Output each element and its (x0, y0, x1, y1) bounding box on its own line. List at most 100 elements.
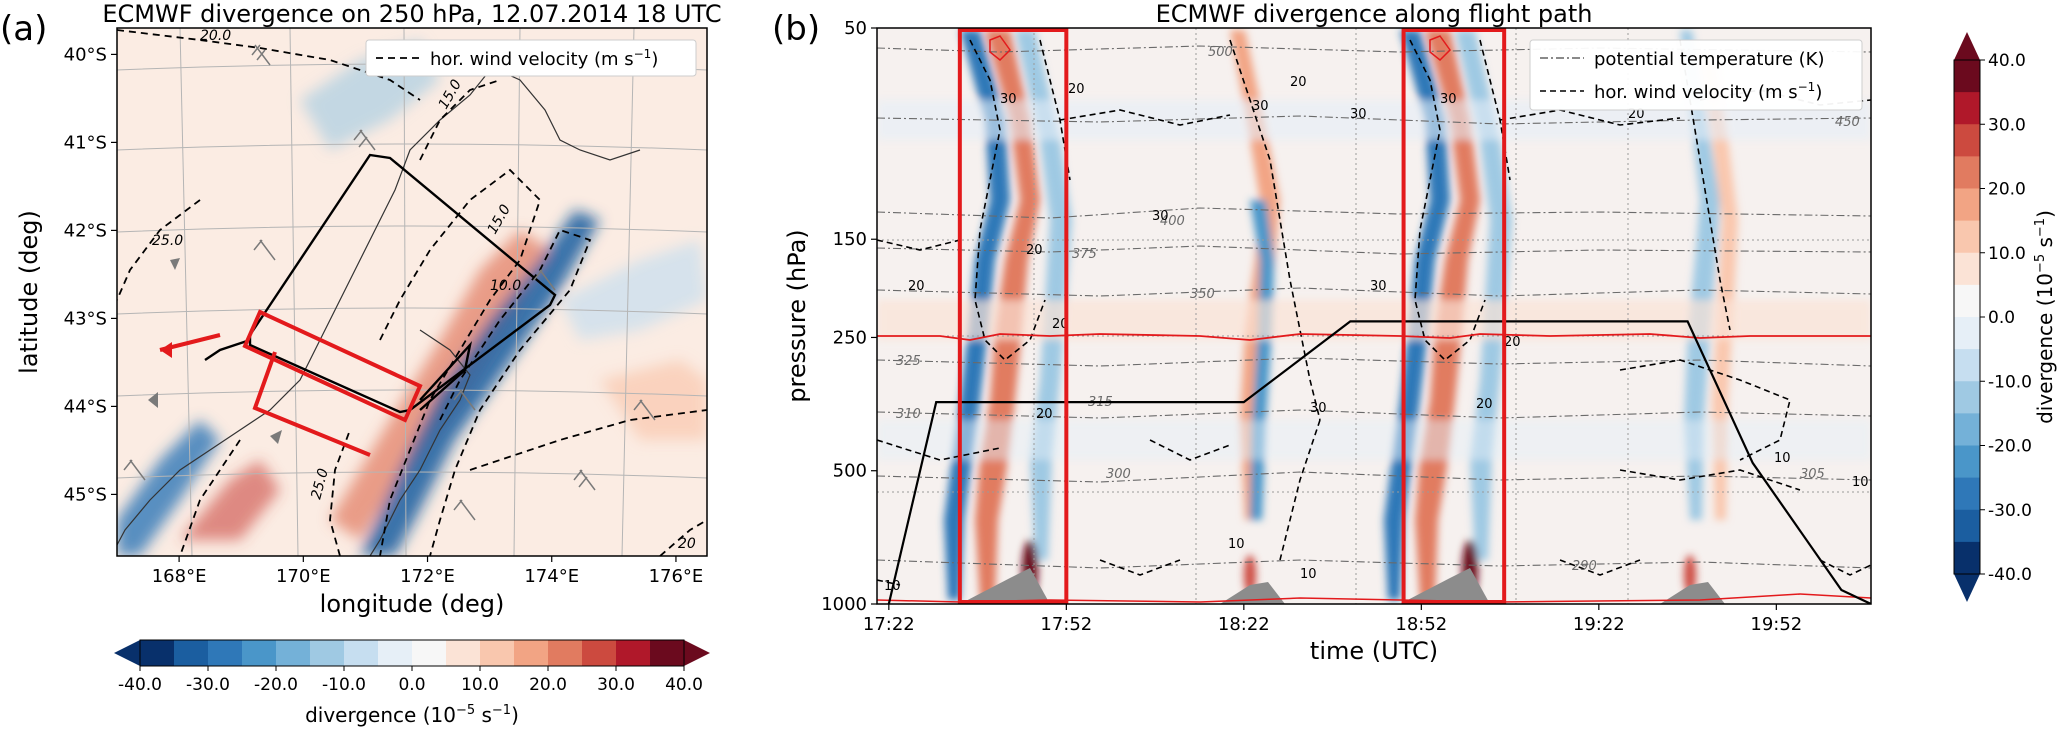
map-x-tick-label: 176°E (649, 566, 704, 587)
vcbar-tick-label: 30.0 (1988, 115, 2026, 135)
hcbar-tick-label: 30.0 (597, 675, 635, 695)
section-legend-label-theta: potential temperature (K) (1594, 49, 1825, 70)
highlight-window-box (957, 28, 1069, 604)
vcbar-segment (1954, 477, 1980, 511)
wind-barbs-map (123, 44, 656, 521)
wind-label: 20 (1068, 82, 1085, 97)
wind-label: 30 (1370, 279, 1387, 294)
vcbar-segment (1954, 220, 1980, 254)
hcbar-segment (276, 640, 311, 666)
red-contour-top-2 (1429, 35, 1451, 62)
vcbar-extend-low (1954, 574, 1980, 602)
vcbar-tick-label: -30.0 (1988, 501, 2032, 521)
section-y-tick-label: 50 (844, 18, 867, 39)
section-y-axis-label: pressure (hPa) (783, 229, 811, 402)
vcbar-segments (1953, 32, 1981, 602)
vcbar-extend-high (1954, 32, 1980, 60)
vcbar-tick-label: 20.0 (1988, 180, 2026, 200)
section-legend-label-wind: hor. wind velocity (m s−1) (1594, 80, 1822, 103)
wind-label: 30 (1440, 92, 1457, 107)
section-legend: potential temperature (K) hor. wind velo… (1529, 39, 1863, 111)
hcbar-segment (378, 640, 413, 666)
vcbar-tick-label: 10.0 (1988, 244, 2026, 264)
wind-label: 10 (1774, 451, 1791, 466)
flight-profile-line (887, 320, 1871, 604)
map-y-tick-label: 42°S (64, 220, 107, 241)
track-arrow (160, 342, 172, 358)
map-legend-label: hor. wind velocity (m s−1) (430, 47, 658, 70)
theta-label: 350 (1190, 287, 1215, 302)
hcbar-tick-label: -40.0 (118, 675, 162, 695)
hcbar-segment (140, 640, 175, 666)
section-legend-box (1529, 39, 1863, 111)
div-blob-light-blue-east (560, 240, 707, 340)
vcbar-segment (1954, 156, 1980, 189)
map-contour-label: 25.0 (308, 467, 332, 501)
div-blob-negative-west (117, 420, 220, 556)
wind-barb-flag-1 (170, 258, 180, 270)
vcbar-tick-label: 0.0 (1988, 308, 2015, 328)
colorbar-vertical: 40.030.020.010.00.0-10.0-20.0-30.0-40.0 … (1953, 32, 2057, 602)
map-x-tick-label: 172°E (400, 566, 455, 587)
vcbar-segment (1954, 188, 1980, 222)
section-plot-area: 500 450 400 375 350 325 315 310 305 300 … (877, 28, 1871, 604)
section-y-tick-label: 500 (833, 461, 867, 482)
section-x-ticks: 17:22 17:52 18:22 18:52 19:22 19:52 (863, 604, 1802, 635)
map-x-tick-label: 168°E (152, 566, 207, 587)
vcbar-segment (1954, 60, 1980, 93)
theta-label: 400 (1160, 214, 1185, 229)
hcbar-tick-label: -30.0 (186, 675, 230, 695)
hcbar-tick-label: 0.0 (398, 675, 425, 695)
hcbar-tick-label: -20.0 (254, 675, 298, 695)
map-graticule (117, 28, 707, 556)
div-blob-light-red-east (600, 360, 707, 440)
vcbar-label: divergence (10−5 s−1) (2033, 210, 2057, 424)
hcbar-segment (616, 640, 651, 666)
theta-label: 450 (1835, 115, 1860, 130)
vcbar-tick-label: -40.0 (1988, 565, 2032, 585)
map-x-ticks: 168°E 170°E 172°E 174°E 176°E (152, 556, 704, 587)
map-x-tick-label: 174°E (524, 566, 579, 587)
wind-label: 30 (1310, 401, 1327, 416)
hcbar-tick-label: 10.0 (461, 675, 499, 695)
map-legend: hor. wind velocity (m s−1) (365, 39, 697, 77)
map-y-ticks: 40°S 41°S 42°S 43°S 44°S 45°S (64, 44, 117, 505)
section-x-tick-label: 19:22 (1573, 614, 1625, 635)
map-y-axis-label: latitude (deg) (15, 210, 43, 374)
wind-label: 20 (1476, 397, 1493, 412)
wind-label: 10 (1300, 567, 1317, 582)
theta-label: 500 (1208, 45, 1233, 60)
hcbar-tick-label: 20.0 (529, 675, 567, 695)
wind-label: 10 (1852, 475, 1869, 490)
highlight-window-box (1401, 28, 1507, 604)
section-x-tick-label: 19:52 (1750, 614, 1802, 635)
map-x-axis-label: longitude (deg) (320, 590, 505, 618)
vcbar-segment (1954, 509, 1980, 543)
section-x-tick-label: 18:22 (1218, 614, 1270, 635)
wind-contours-map (117, 29, 707, 556)
theta-label: 290 (1572, 559, 1597, 574)
hcbar-segments (114, 639, 710, 667)
map-contour-label: 20 (678, 536, 696, 552)
div-blob-positive-south (180, 460, 280, 540)
hcbar-segment (514, 640, 549, 666)
hcbar-segment (548, 640, 583, 666)
panel-b-letter: (b) (772, 9, 820, 49)
hcbar-extend-low (114, 640, 140, 666)
section-y-ticks: 50 150 250 500 1000 (821, 18, 877, 615)
theta-contours (877, 45, 1871, 569)
vcbar-segment (1954, 413, 1980, 446)
map-contour-label: 20.0 (200, 28, 231, 44)
vcbar-segment (1954, 445, 1980, 479)
map-x-tick-label: 170°E (276, 566, 331, 587)
section-x-tick-label: 18:52 (1395, 614, 1447, 635)
map-plot-area: 20.0 15.0 25.0 15.0 10.0 25.0 20 hor. wi… (117, 28, 707, 556)
highlight-windows (957, 28, 1507, 604)
red-contour-top-1 (989, 35, 1011, 62)
colorbar-horizontal: -40.0 -30.0 -20.0 -10.0 0.0 10.0 20.0 30.0 40.0 … (114, 639, 710, 727)
vcbar-tick-label: -20.0 (1988, 437, 2032, 457)
hcbar-segment (174, 640, 209, 666)
map-contour-label: 25.0 (152, 233, 183, 249)
vcbar-tick-label: 40.0 (1988, 51, 2026, 71)
